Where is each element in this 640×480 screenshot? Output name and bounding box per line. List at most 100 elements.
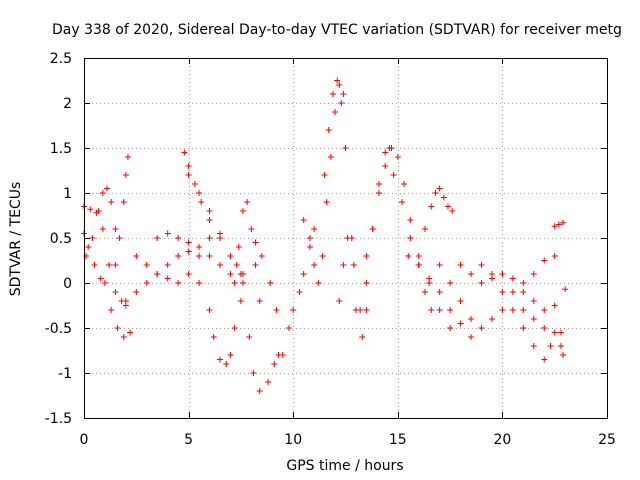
- data-point: [120, 334, 127, 340]
- x-axis-label: GPS time / hours: [286, 458, 403, 474]
- data-point: [286, 325, 293, 331]
- data-point: [185, 248, 192, 255]
- data-point: [216, 262, 223, 268]
- data-point: [478, 280, 485, 286]
- series-track-o: [300, 82, 347, 286]
- data-point: [133, 289, 140, 295]
- data-point: [114, 325, 121, 331]
- data-point: [227, 271, 234, 277]
- data-point: [154, 235, 161, 241]
- data-point: [175, 235, 182, 241]
- data-point: [468, 334, 475, 340]
- data-point: [198, 199, 205, 205]
- data-point: [246, 334, 253, 340]
- data-point: [185, 271, 192, 277]
- x-tick-label: 25: [598, 432, 616, 448]
- data-point: [239, 280, 246, 286]
- data-point: [210, 334, 217, 340]
- data-point: [112, 289, 119, 295]
- data-point: [530, 298, 537, 304]
- data-point: [334, 77, 341, 84]
- data-point: [428, 307, 435, 313]
- data-point: [560, 352, 567, 358]
- data-point: [428, 203, 435, 210]
- data-point: [175, 253, 182, 259]
- y-tick-label: 0.5: [50, 231, 72, 247]
- data-point: [237, 298, 244, 304]
- data-point: [509, 275, 516, 282]
- data-point: [244, 199, 251, 205]
- data-point: [239, 271, 246, 277]
- y-tick-label: 1.5: [50, 141, 72, 157]
- data-point: [311, 226, 318, 232]
- data-points: [81, 77, 569, 394]
- data-point: [488, 271, 495, 277]
- data-point: [499, 307, 506, 313]
- data-point: [175, 280, 182, 286]
- data-point: [421, 289, 428, 295]
- series-track-n: [279, 226, 318, 358]
- data-point: [530, 343, 537, 349]
- data-point: [101, 280, 108, 286]
- data-point: [233, 262, 240, 268]
- series-track-g: [154, 230, 234, 277]
- x-tick-labels: 0 5 10 15 20 25: [80, 432, 616, 448]
- data-point: [206, 253, 213, 259]
- data-point: [415, 253, 422, 259]
- data-point: [108, 307, 115, 313]
- data-point: [250, 370, 257, 376]
- data-point: [191, 181, 198, 187]
- y-tick-label: 1: [63, 186, 72, 202]
- series-track-w: [436, 262, 506, 331]
- data-point: [181, 149, 188, 156]
- data-point: [206, 307, 213, 313]
- plot-frame: [84, 58, 608, 419]
- x-tick-label: 0: [80, 432, 89, 448]
- data-point: [436, 289, 443, 295]
- data-point: [457, 298, 464, 304]
- data-point: [85, 244, 92, 250]
- data-point: [375, 181, 382, 187]
- data-point: [279, 352, 286, 358]
- data-point: [541, 257, 548, 264]
- series-track-z: [499, 271, 564, 336]
- data-point: [388, 145, 395, 151]
- data-point: [340, 91, 347, 97]
- data-point: [231, 325, 238, 331]
- data-point: [382, 149, 389, 156]
- data-point: [560, 219, 567, 226]
- x-tick-label: 15: [389, 432, 407, 448]
- series-track-p: [321, 77, 370, 340]
- data-point: [547, 343, 554, 349]
- data-point: [344, 235, 351, 241]
- data-point: [530, 316, 537, 322]
- data-point: [468, 271, 475, 277]
- data-point: [398, 199, 405, 205]
- data-point: [407, 235, 414, 241]
- data-point: [311, 262, 318, 268]
- data-point: [375, 190, 382, 196]
- data-point: [252, 262, 259, 268]
- series-track-f: [133, 230, 223, 286]
- data-point: [227, 253, 234, 259]
- data-point: [445, 203, 452, 210]
- series-track-q: [336, 145, 393, 313]
- data-point: [499, 289, 506, 295]
- data-point: [116, 235, 123, 241]
- data-point: [99, 190, 106, 196]
- data-point: [108, 199, 115, 205]
- data-point: [319, 253, 326, 259]
- data-point: [363, 280, 370, 286]
- data-point: [541, 307, 548, 313]
- data-point: [520, 280, 527, 286]
- data-point: [256, 298, 263, 304]
- data-point: [143, 280, 150, 286]
- data-point: [196, 244, 203, 250]
- series-track-y: [478, 262, 554, 363]
- data-point: [421, 226, 428, 232]
- y-tick-labels: -1.5 -1 -0.5 0 0.5 1 1.5 2 2.5: [45, 51, 72, 427]
- series-track-j: [196, 280, 244, 367]
- series-track-b: [81, 230, 134, 340]
- data-point: [551, 253, 558, 259]
